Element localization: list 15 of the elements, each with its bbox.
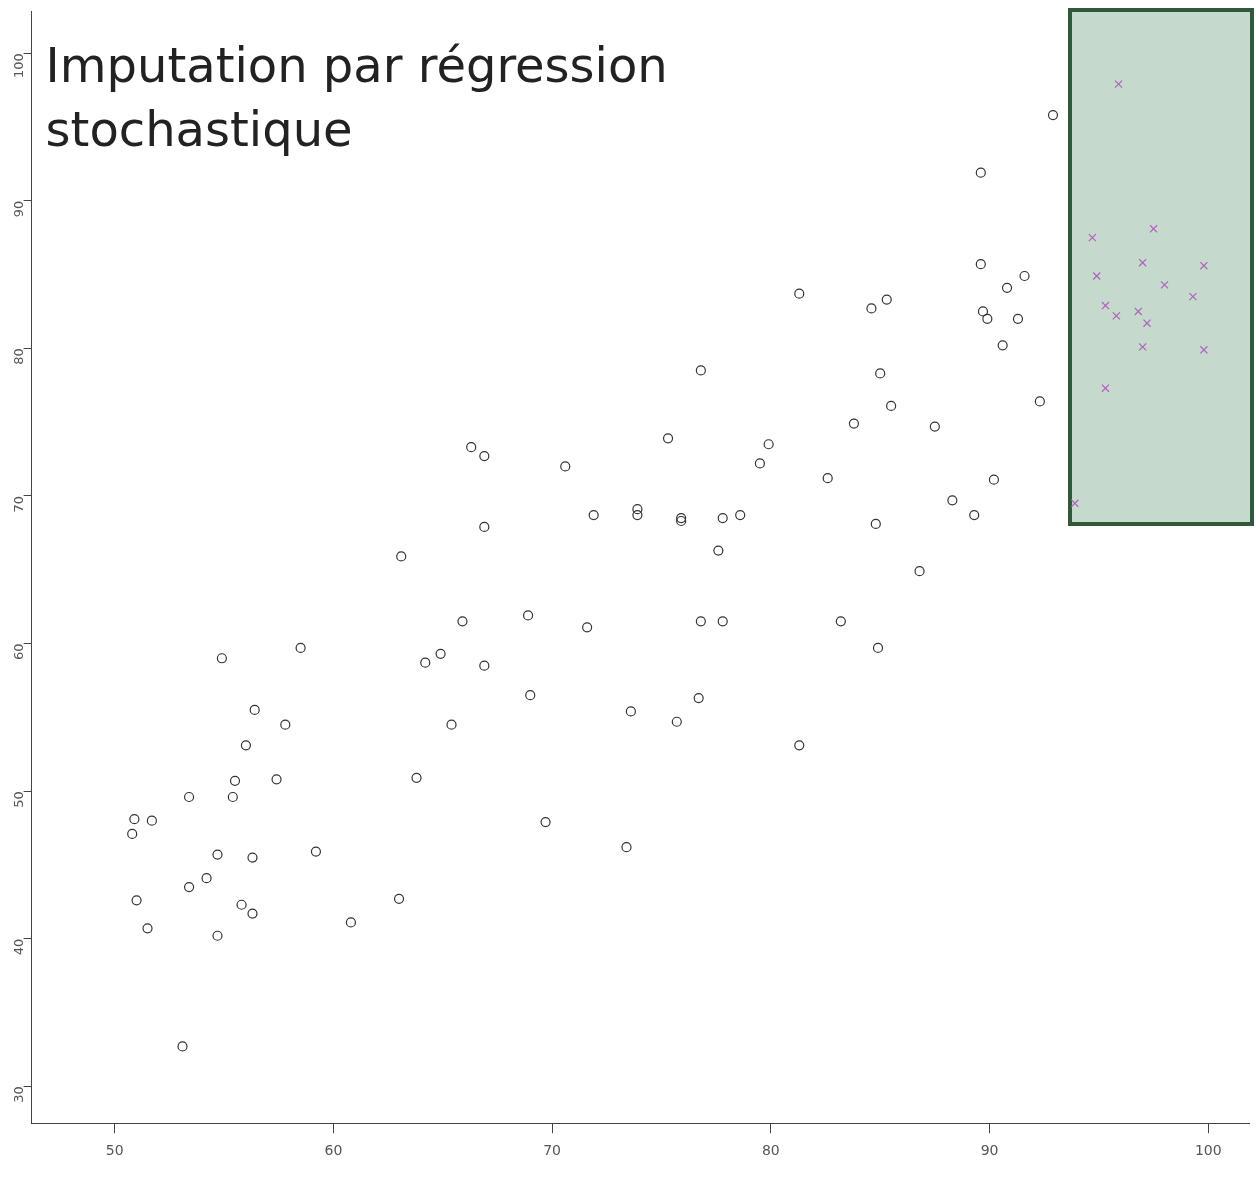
x-tick-label: 80: [761, 1142, 780, 1159]
y-tick-label: 90: [10, 200, 26, 218]
y-tick-label: 30: [10, 1086, 26, 1103]
x-tick-label: 50: [105, 1142, 124, 1159]
x-tick-label: 90: [980, 1142, 999, 1159]
y-tick-label: 100: [10, 53, 26, 78]
x-tick-label: 100: [1194, 1142, 1222, 1159]
y-tick-label: 40: [10, 938, 26, 956]
x-tick-label: 60: [324, 1142, 343, 1159]
y-tick-label: 70: [10, 495, 26, 513]
y-tick-label: 80: [10, 348, 26, 365]
text: Imputation par régression stochastique: [45, 36, 668, 157]
x-tick-label: 70: [543, 1142, 562, 1159]
y-tick-label: 50: [10, 791, 26, 808]
y-tick-label: 60: [10, 643, 26, 661]
